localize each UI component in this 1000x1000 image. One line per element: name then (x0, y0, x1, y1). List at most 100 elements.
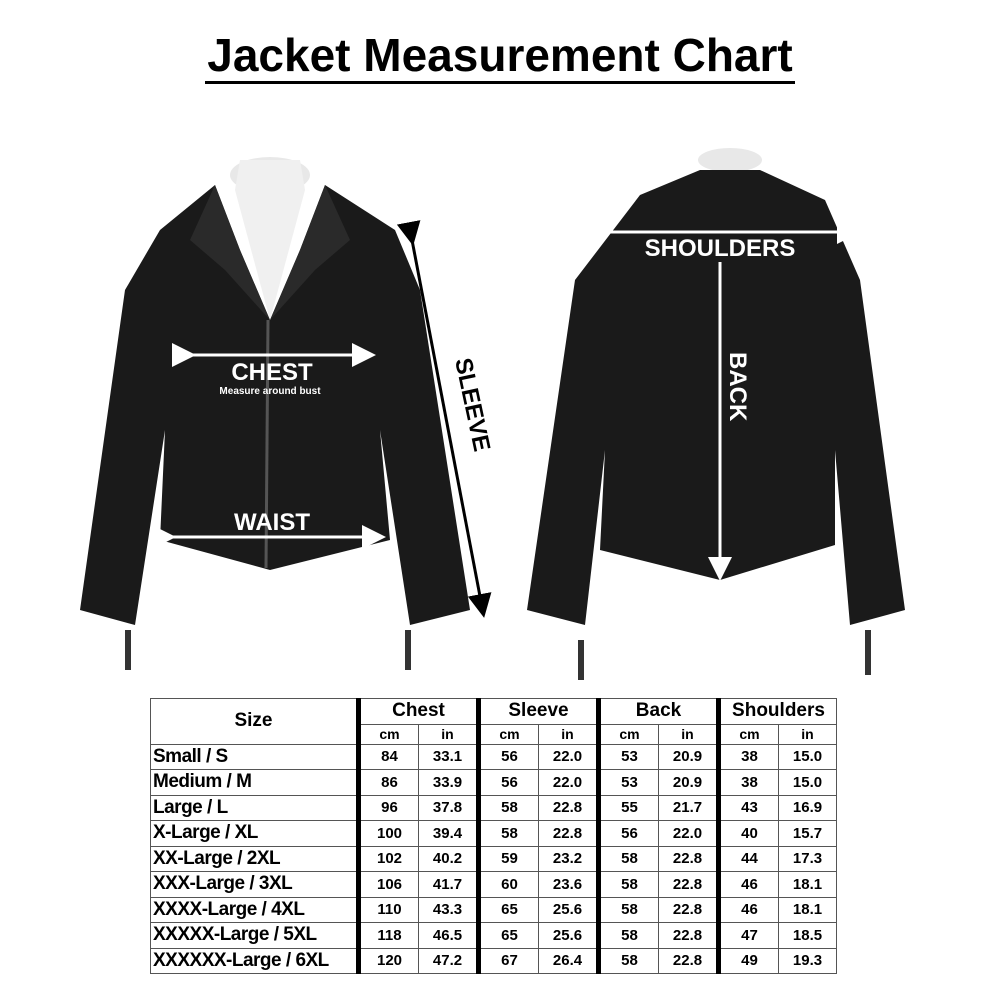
measurement-cell: 22.0 (658, 820, 719, 847)
measurement-cell: 58 (476, 820, 539, 847)
measurement-cell: 44 (716, 845, 779, 872)
unit-cm: cm (596, 723, 659, 745)
unit-cm: cm (356, 723, 419, 745)
measurement-cell: 59 (476, 845, 539, 872)
measurement-cell: 18.1 (778, 896, 837, 923)
measurement-cell: 49 (716, 947, 779, 974)
measurement-cell: 58 (476, 794, 539, 821)
measurement-cell: 120 (356, 947, 419, 974)
measurement-cell: 21.7 (658, 794, 719, 821)
measurement-cell: 22.8 (658, 947, 719, 974)
size-cell: Small / S (150, 743, 359, 770)
measurement-cell: 33.9 (418, 769, 479, 796)
measurement-cell: 17.3 (778, 845, 837, 872)
measurement-cell: 110 (356, 896, 419, 923)
unit-in: in (418, 723, 479, 745)
sleeve-arrow (396, 220, 492, 618)
measurement-cell: 106 (356, 871, 419, 898)
measurement-cell: 46 (716, 896, 779, 923)
measurement-cell: 22.8 (538, 794, 599, 821)
table-row: Small / S 84 33.1 56 22.0 53 20.9 38 15.0 (150, 743, 837, 770)
table-row: XX-Large / 2XL 102 40.2 59 23.2 58 22.8 44 17.3 (150, 845, 837, 872)
measurement-cell: 22.8 (538, 820, 599, 847)
back-label: BACK (724, 352, 751, 422)
size-table: Size Chest Sleeve Back Shoulders cm in cm… (150, 698, 837, 974)
size-cell: XXX-Large / 3XL (150, 871, 359, 898)
measurement-cell: 37.8 (418, 794, 479, 821)
measurement-cell: 46.5 (418, 922, 479, 949)
unit-header-row: cm in cm in cm in cm in (151, 723, 837, 745)
measurement-cell: 53 (596, 769, 659, 796)
table-header-row: Size Chest Sleeve Back Shoulders (150, 698, 837, 745)
size-cell: Large / L (150, 794, 359, 821)
table-row: X-Large / XL 100 39.4 58 22.8 56 22.0 40 15.7 (150, 820, 837, 847)
page-title: Jacket Measurement Chart (0, 28, 1000, 84)
table-row: XXX-Large / 3XL 106 41.7 60 23.6 58 22.8 46 18.1 (150, 871, 837, 898)
back-jacket-image (527, 148, 905, 680)
measurement-cell: 19.3 (778, 947, 837, 974)
measurement-cell: 60 (476, 871, 539, 898)
measurement-cell: 22.0 (538, 769, 599, 796)
measurement-cell: 65 (476, 922, 539, 949)
measurement-cell: 58 (596, 896, 659, 923)
table-row: Medium / M 86 33.9 56 22.0 53 20.9 38 15.0 (150, 769, 837, 796)
size-header: Size (150, 698, 359, 745)
measurement-cell: 23.6 (538, 871, 599, 898)
measurement-cell: 65 (476, 896, 539, 923)
measurement-cell: 43.3 (418, 896, 479, 923)
waist-label: WAIST (234, 509, 310, 536)
measurement-cell: 100 (356, 820, 419, 847)
measurement-cell: 18.1 (778, 871, 837, 898)
chest-note: Measure around bust (219, 386, 321, 397)
measurement-cell: 56 (476, 743, 539, 770)
measurement-cell: 46 (716, 871, 779, 898)
sleeve-header: Sleeve (476, 698, 599, 725)
measurement-cell: 58 (596, 845, 659, 872)
size-cell: XXXX-Large / 4XL (150, 896, 359, 923)
measurement-cell: 22.8 (658, 922, 719, 949)
measurement-cell: 41.7 (418, 871, 479, 898)
measurement-cell: 53 (596, 743, 659, 770)
back-header: Back (596, 698, 719, 725)
jacket-illustration: CHEST Measure around bust WAIST SLEEVE S… (80, 148, 905, 680)
measurement-cell: 55 (596, 794, 659, 821)
table-row: Large / L 96 37.8 58 22.8 55 21.7 43 16.9 (150, 794, 837, 821)
table-row: XXXXX-Large / 5XL 118 46.5 65 25.6 58 22.8 47 18… (150, 922, 837, 949)
unit-in: in (778, 723, 837, 745)
measurement-cell: 40.2 (418, 845, 479, 872)
unit-in: in (658, 723, 719, 745)
table-row: XXXX-Large / 4XL 110 43.3 65 25.6 58 22.8 46 18.… (150, 896, 837, 923)
measurement-cell: 58 (596, 871, 659, 898)
shoulders-label: SHOULDERS (645, 235, 796, 262)
sleeve-label: SLEEVE (449, 356, 495, 454)
measurement-cell: 22.0 (538, 743, 599, 770)
measurement-cell: 22.8 (658, 845, 719, 872)
chest-label: CHEST (231, 359, 313, 386)
measurement-cell: 84 (356, 743, 419, 770)
measurement-cell: 23.2 (538, 845, 599, 872)
measurement-cell: 16.9 (778, 794, 837, 821)
measurement-cell: 18.5 (778, 922, 837, 949)
measurement-cell: 15.7 (778, 820, 837, 847)
measurement-cell: 20.9 (658, 743, 719, 770)
measurement-cell: 102 (356, 845, 419, 872)
measurement-cell: 25.6 (538, 922, 599, 949)
measurement-cell: 15.0 (778, 769, 837, 796)
shoulders-header: Shoulders (716, 698, 837, 725)
measurement-cell: 58 (596, 922, 659, 949)
measurement-cell: 86 (356, 769, 419, 796)
measurement-cell: 96 (356, 794, 419, 821)
front-jacket-image (80, 157, 470, 670)
size-cell: XXXXX-Large / 5XL (150, 922, 359, 949)
size-cell: X-Large / XL (150, 820, 359, 847)
table-row: XXXXXX-Large / 6XL 120 47.2 67 26.4 58 22.8 49 1… (150, 947, 837, 974)
measurement-cell: 47.2 (418, 947, 479, 974)
measurement-cell: 39.4 (418, 820, 479, 847)
measurement-cell: 33.1 (418, 743, 479, 770)
measurement-cell: 56 (476, 769, 539, 796)
measurement-cell: 43 (716, 794, 779, 821)
measurement-cell: 58 (596, 947, 659, 974)
unit-cm: cm (476, 723, 539, 745)
measurement-cell: 22.8 (658, 896, 719, 923)
size-cell: XX-Large / 2XL (150, 845, 359, 872)
